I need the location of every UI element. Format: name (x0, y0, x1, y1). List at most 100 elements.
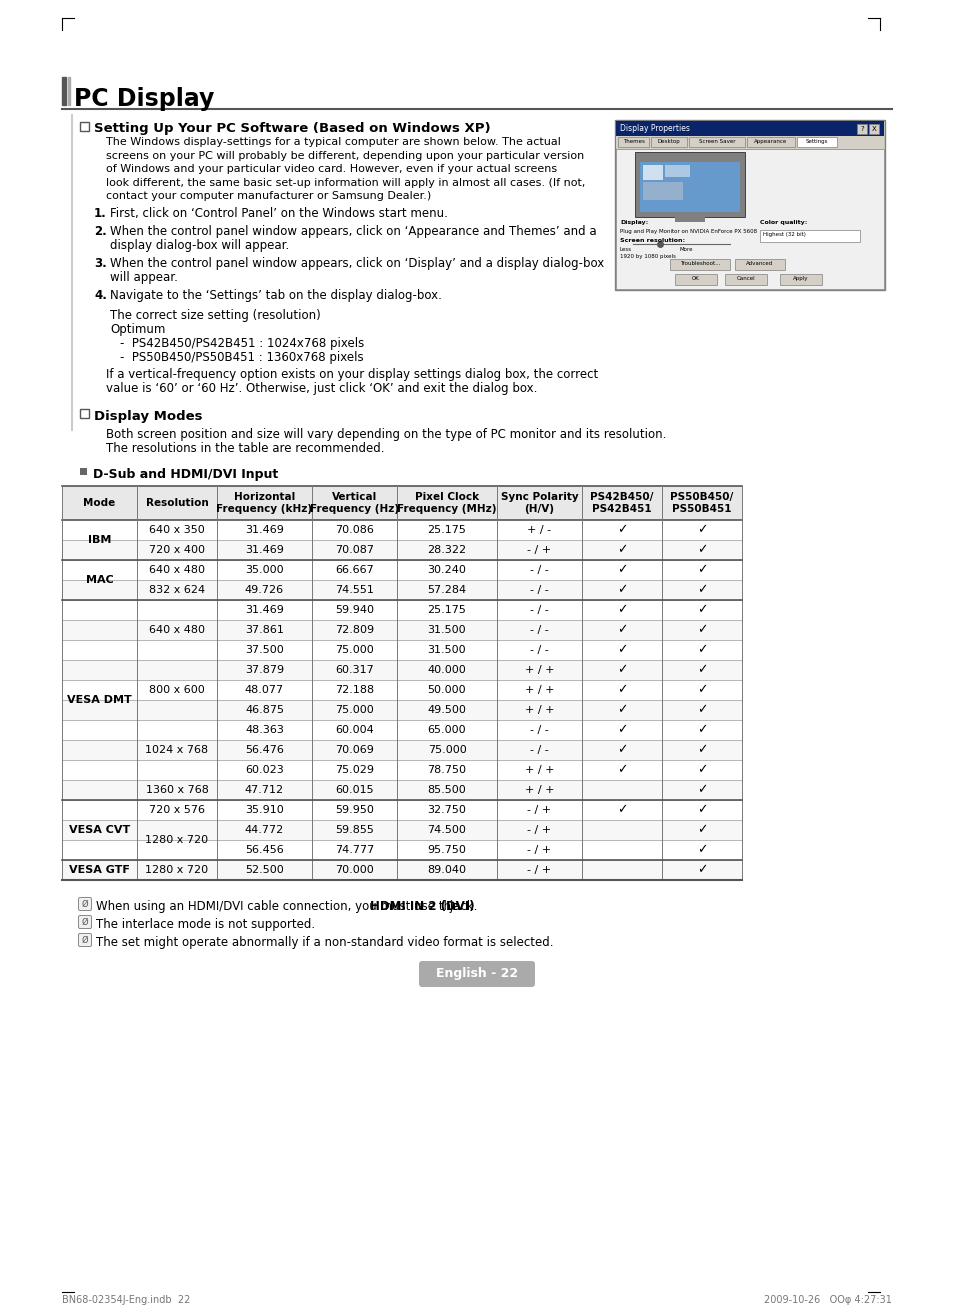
Bar (80, 468, 87, 475)
Bar (80, 122, 89, 132)
Text: display dialog-box will appear.: display dialog-box will appear. (110, 239, 289, 252)
Text: 800 x 600: 800 x 600 (149, 685, 205, 696)
Text: VESA DMT: VESA DMT (67, 696, 132, 705)
Text: - / +: - / + (527, 805, 551, 815)
Text: ✓: ✓ (616, 764, 626, 776)
Text: 74.551: 74.551 (335, 585, 374, 594)
Text: Display:: Display: (619, 220, 648, 225)
Bar (616, 135, 883, 149)
Text: ✓: ✓ (696, 743, 706, 756)
Text: Settings: Settings (804, 139, 827, 145)
Text: 640 x 480: 640 x 480 (149, 565, 205, 575)
Text: 75.000: 75.000 (427, 746, 466, 755)
Text: Screen Saver: Screen Saver (698, 139, 734, 145)
Text: 1024 x 768: 1024 x 768 (145, 746, 209, 755)
Text: 75.000: 75.000 (335, 644, 374, 655)
Text: Less: Less (619, 247, 631, 252)
Text: Advanced: Advanced (745, 260, 773, 266)
Bar (616, 149, 883, 289)
Text: Pixel Clock
Frequency (MHz): Pixel Clock Frequency (MHz) (396, 492, 497, 514)
Text: PS42B450/
PS42B451: PS42B450/ PS42B451 (590, 492, 653, 514)
Text: X: X (871, 126, 876, 132)
Text: 70.069: 70.069 (335, 746, 374, 755)
Bar (62, 640, 741, 660)
Text: Display Modes: Display Modes (94, 410, 202, 423)
Text: 37.879: 37.879 (245, 665, 284, 675)
Text: 1280 x 720: 1280 x 720 (145, 865, 209, 874)
Text: Ø: Ø (82, 935, 89, 944)
Bar (62, 700, 741, 721)
Text: - / -: - / - (530, 644, 548, 655)
Bar (62, 740, 741, 760)
Text: Troubleshoot...: Troubleshoot... (679, 260, 720, 266)
Text: OK: OK (691, 276, 700, 281)
Bar (62, 580, 741, 600)
Bar (62, 821, 741, 840)
Text: ✓: ✓ (616, 643, 626, 656)
Text: ✓: ✓ (696, 584, 706, 597)
Bar (62, 600, 741, 619)
Text: 720 x 400: 720 x 400 (149, 544, 205, 555)
Text: Appearance: Appearance (754, 139, 787, 145)
Text: 60.317: 60.317 (335, 665, 374, 675)
Text: - / -: - / - (530, 605, 548, 615)
Text: 35.910: 35.910 (245, 805, 284, 815)
Text: 74.777: 74.777 (335, 846, 374, 855)
Text: The resolutions in the table are recommended.: The resolutions in the table are recomme… (106, 442, 384, 455)
Text: Color quality:: Color quality: (760, 220, 806, 225)
Text: Vertical
Frequency (Hz): Vertical Frequency (Hz) (310, 492, 398, 514)
Text: Cancel: Cancel (736, 276, 755, 281)
Text: 48.077: 48.077 (245, 685, 284, 696)
Text: Setting Up Your PC Software (Based on Windows XP): Setting Up Your PC Software (Based on Wi… (94, 122, 490, 135)
Text: ✓: ✓ (696, 684, 706, 697)
Text: screens on your PC will probably be different, depending upon your particular ve: screens on your PC will probably be diff… (106, 150, 583, 160)
Text: contact your computer manufacturer or Samsung Dealer.): contact your computer manufacturer or Sa… (106, 191, 431, 201)
Text: When the control panel window appears, click on ‘Display’ and a display dialog-b: When the control panel window appears, c… (110, 256, 603, 270)
FancyBboxPatch shape (78, 915, 91, 928)
Text: 75.029: 75.029 (335, 765, 374, 775)
Text: Apply: Apply (792, 276, 808, 281)
Bar (62, 619, 741, 640)
Text: D-Sub and HDMI/DVI Input: D-Sub and HDMI/DVI Input (92, 468, 278, 481)
Bar (62, 780, 741, 800)
Bar (635, 153, 744, 217)
Text: 66.667: 66.667 (335, 565, 374, 575)
Bar (642, 181, 682, 200)
Text: 47.712: 47.712 (245, 785, 284, 796)
Text: 89.040: 89.040 (427, 865, 466, 874)
Text: 50.000: 50.000 (427, 685, 466, 696)
Bar (62, 680, 741, 700)
Text: ✓: ✓ (616, 743, 626, 756)
Text: 59.940: 59.940 (335, 605, 374, 615)
Text: Plug and Play Monitor on NVIDIA EnForce PX 5608: Plug and Play Monitor on NVIDIA EnForce … (619, 229, 757, 234)
Text: Screen resolution:: Screen resolution: (619, 238, 684, 243)
Text: - / -: - / - (530, 746, 548, 755)
Bar (615, 120, 884, 291)
Bar (675, 217, 704, 222)
Bar (62, 540, 741, 560)
Text: will appear.: will appear. (110, 271, 177, 284)
Bar (62, 860, 741, 880)
Text: Optimum: Optimum (110, 323, 165, 337)
Text: The Windows display-settings for a typical computer are shown below. The actual: The Windows display-settings for a typic… (106, 137, 560, 147)
Text: 35.000: 35.000 (245, 565, 283, 575)
Text: ✓: ✓ (616, 523, 626, 537)
Text: - / -: - / - (530, 725, 548, 735)
Bar (724, 274, 766, 285)
Text: ✓: ✓ (696, 564, 706, 576)
Text: ✓: ✓ (696, 723, 706, 736)
Text: The interlace mode is not supported.: The interlace mode is not supported. (96, 918, 314, 931)
Text: 59.855: 59.855 (335, 825, 374, 835)
Text: 2009-10-26   ΟΟφ 4:27:31: 2009-10-26 ΟΟφ 4:27:31 (763, 1295, 891, 1304)
Text: 60.023: 60.023 (245, 765, 284, 775)
Text: Highest (32 bit): Highest (32 bit) (762, 231, 805, 237)
Text: + / +: + / + (524, 765, 554, 775)
Text: 720 x 576: 720 x 576 (149, 805, 205, 815)
Text: ✓: ✓ (696, 784, 706, 797)
Text: VESA CVT: VESA CVT (69, 825, 130, 835)
Text: 28.322: 28.322 (427, 544, 466, 555)
Text: ✓: ✓ (696, 803, 706, 817)
Text: 37.861: 37.861 (245, 625, 284, 635)
FancyBboxPatch shape (78, 898, 91, 910)
Text: + / +: + / + (524, 665, 554, 675)
